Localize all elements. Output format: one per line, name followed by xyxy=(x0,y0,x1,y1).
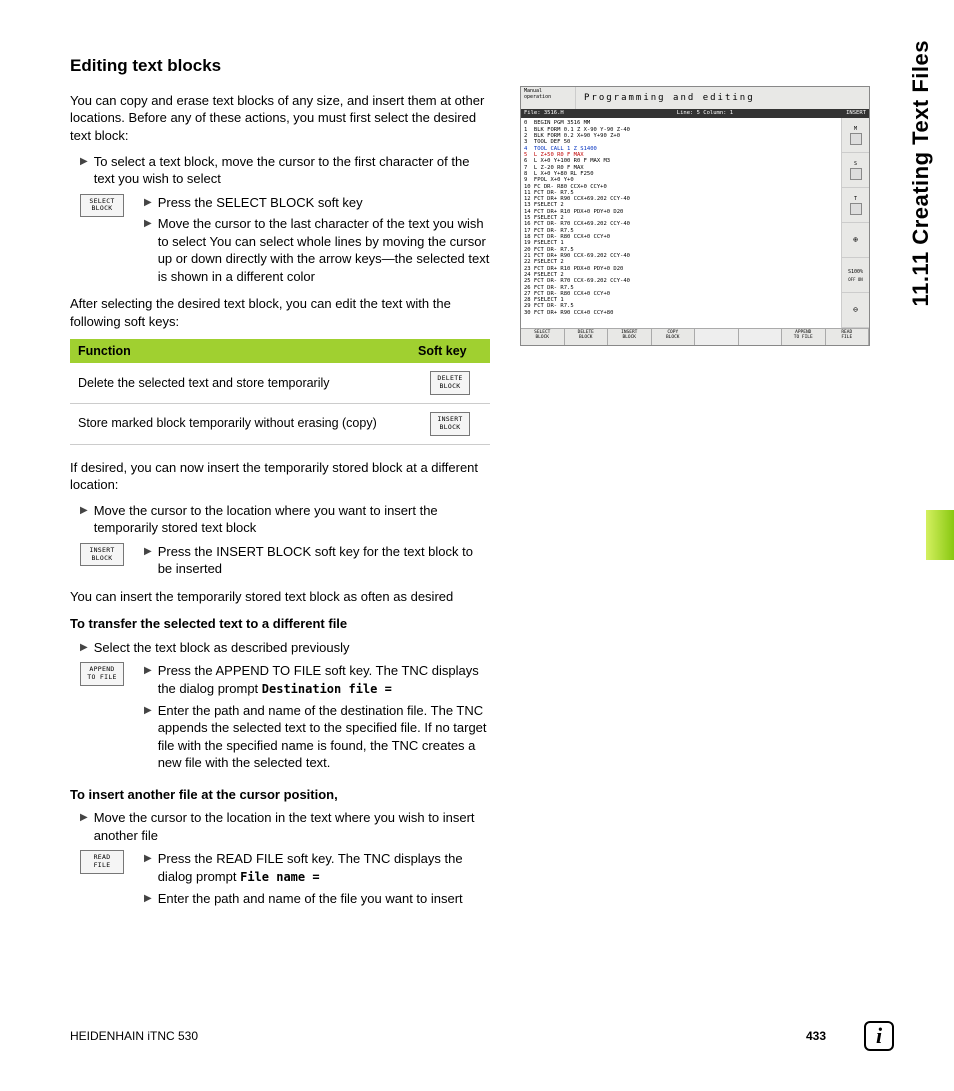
bullet-icon: ▶ xyxy=(80,811,88,844)
softkey-delete-block: DELETEBLOCK xyxy=(430,371,470,395)
bullet-insert: ▶ Move the cursor to the location where … xyxy=(80,502,490,537)
paragraph: You can insert the temporarily stored te… xyxy=(70,588,490,606)
ss-softkey xyxy=(695,329,739,346)
code-text: File name = xyxy=(240,870,319,884)
bullet-icon: ▶ xyxy=(80,504,88,537)
intro-paragraph: You can copy and erase text blocks of an… xyxy=(70,92,490,145)
bullet-text: Move the cursor to the location in the t… xyxy=(94,809,490,844)
bullet-icon: ▶ xyxy=(144,704,152,772)
bullet-icon: ▶ xyxy=(144,892,152,908)
bullet-text: Move the cursor to the location where yo… xyxy=(94,502,490,537)
side-tab: 11.11 Creating Text Files xyxy=(906,40,936,306)
section-heading: Editing text blocks xyxy=(70,55,490,78)
page-footer: HEIDENHAIN iTNC 530 433 i xyxy=(70,1021,894,1051)
paragraph: If desired, you can now insert the tempo… xyxy=(70,459,490,494)
code-text: Destination file = xyxy=(262,682,392,696)
table-row: Store marked block temporarily without e… xyxy=(70,403,490,444)
step-text: Press the SELECT BLOCK soft key xyxy=(158,194,363,212)
ss-softkey: SELECTBLOCK xyxy=(521,329,565,346)
step-text: Press the READ FILE soft key. The TNC di… xyxy=(158,850,490,885)
ss-mode: Manualoperation xyxy=(521,87,576,109)
ss-filebar: File: 3516.H Line: 5 Column: 1 INSERT xyxy=(521,109,869,118)
ss-side-panel: M S T ⊕ S100%OFF ON ⊖ xyxy=(841,118,869,328)
bullet-icon: ▶ xyxy=(144,196,152,212)
bullet-text: To select a text block, move the cursor … xyxy=(94,153,490,188)
step-text: Enter the path and name of the file you … xyxy=(158,890,463,908)
bullet-icon: ▶ xyxy=(144,545,152,578)
ss-softkey: DELETEBLOCK xyxy=(565,329,609,346)
subheading-insertfile: To insert another file at the cursor pos… xyxy=(70,786,490,804)
footer-product: HEIDENHAIN iTNC 530 xyxy=(70,1028,198,1044)
softkey-read-file: READFILE xyxy=(80,850,124,874)
bullet-transfer: ▶ Select the text block as described pre… xyxy=(80,639,490,657)
ss-title: Programming and editing xyxy=(576,87,869,109)
page-number: 433 xyxy=(806,1028,826,1044)
step-text: Press the INSERT BLOCK soft key for the … xyxy=(158,543,490,578)
ss-code-listing: 0 BEGIN PGM 3516 MM1 BLK FORM 0.1 Z X-90… xyxy=(521,118,841,328)
softkey-insert-block: INSERTBLOCK xyxy=(430,412,470,436)
bullet-text: Select the text block as described previ… xyxy=(94,639,350,657)
function-table: Function Soft key Delete the selected te… xyxy=(70,339,490,445)
ss-softkey xyxy=(739,329,783,346)
subheading-transfer: To transfer the selected text to a diffe… xyxy=(70,615,490,633)
ss-softkey-bar: SELECTBLOCKDELETEBLOCKINSERTBLOCKCOPYBLO… xyxy=(521,328,869,346)
softkey-insert-block: INSERTBLOCK xyxy=(80,543,124,567)
bullet-select: ▶ To select a text block, move the curso… xyxy=(80,153,490,188)
ss-softkey: INSERTBLOCK xyxy=(608,329,652,346)
table-row: Delete the selected text and store tempo… xyxy=(70,363,490,403)
table-header-softkey: Soft key xyxy=(410,339,490,364)
table-cell-fn: Store marked block temporarily without e… xyxy=(70,403,410,444)
table-cell-fn: Delete the selected text and store tempo… xyxy=(70,363,410,403)
side-accent xyxy=(926,510,954,560)
info-icon: i xyxy=(864,1021,894,1051)
ss-softkey: COPYBLOCK xyxy=(652,329,696,346)
bullet-icon: ▶ xyxy=(144,217,152,285)
bullet-icon: ▶ xyxy=(80,155,88,188)
step-text: Move the cursor to the last character of… xyxy=(158,215,490,285)
tnc-screenshot: Manualoperation Programming and editing … xyxy=(520,86,870,346)
bullet-insertfile: ▶ Move the cursor to the location in the… xyxy=(80,809,490,844)
bullet-icon: ▶ xyxy=(144,852,152,885)
table-header-function: Function xyxy=(70,339,410,364)
paragraph: After selecting the desired text block, … xyxy=(70,295,490,330)
step-text: Press the APPEND TO FILE soft key. The T… xyxy=(158,662,490,697)
bullet-icon: ▶ xyxy=(80,641,88,657)
softkey-select-block: SELECTBLOCK xyxy=(80,194,124,218)
ss-softkey: APPENDTO FILE xyxy=(782,329,826,346)
step-text: Enter the path and name of the destinati… xyxy=(158,702,490,772)
softkey-append-to-file: APPENDTO FILE xyxy=(80,662,124,686)
ss-softkey: READFILE xyxy=(826,329,870,346)
bullet-icon: ▶ xyxy=(144,664,152,697)
